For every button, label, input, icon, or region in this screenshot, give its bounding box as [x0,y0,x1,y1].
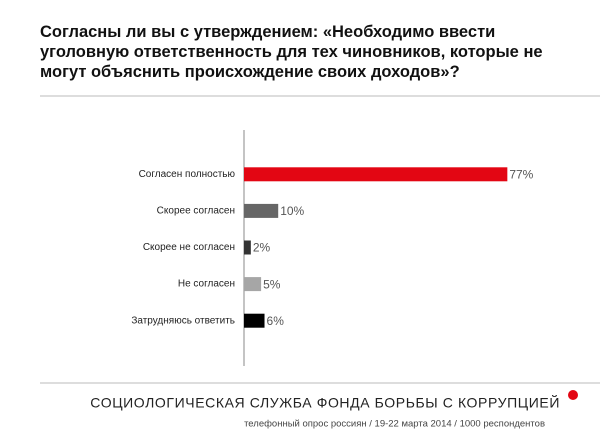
y-tick-label: Скорее согласен [157,206,235,217]
chart-title: Согласны ли вы с утверждением: «Необходи… [40,23,543,81]
value-label: 6% [267,314,285,328]
value-label: 10% [280,204,304,218]
source: телефонный опрос россиян / 19-22 марта 2… [244,419,545,430]
bar [244,203,279,218]
logo-dot [568,390,578,400]
y-tick-label: Скорее не согласен [143,242,235,253]
footer: СОЦИОЛОГИЧЕСКАЯ СЛУЖБА ФОНДА БОРЬБЫ С КО… [90,394,560,411]
bar [244,277,262,292]
bar [244,167,508,182]
value-label: 77% [509,167,533,181]
y-tick-label: Согласен полностью [139,169,236,180]
bar [244,240,251,255]
y-tick-label: Не согласен [178,279,235,290]
value-label: 2% [253,241,271,255]
value-label: 5% [263,277,281,291]
y-tick-label: Затрудняюсь ответить [131,315,235,326]
bar [244,313,265,328]
